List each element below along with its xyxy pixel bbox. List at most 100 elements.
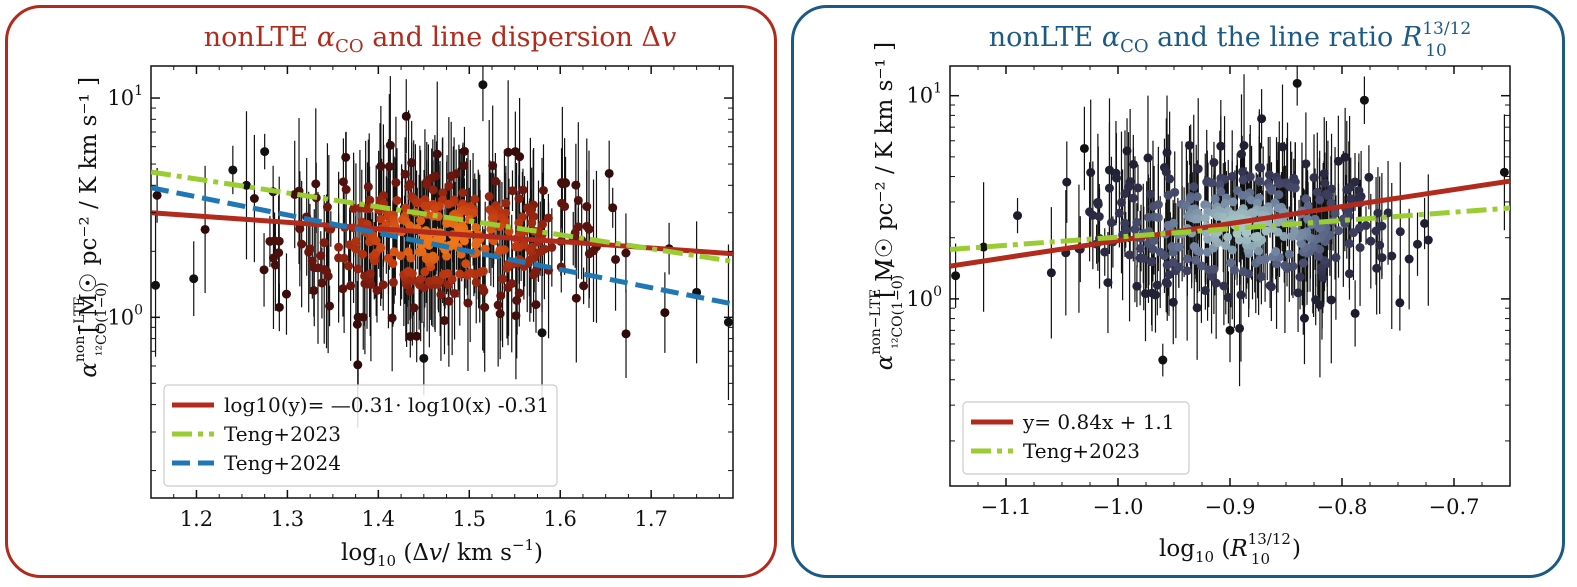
data-point [322, 202, 332, 212]
data-point [1161, 277, 1171, 287]
data-point [1323, 190, 1333, 200]
data-point [511, 242, 521, 252]
data-point [311, 179, 321, 189]
x-tick-label: −0.7 [1429, 495, 1480, 519]
data-point [1254, 176, 1264, 186]
data-point [1261, 226, 1271, 236]
y-tick-label: 101 [107, 83, 143, 110]
fit-line-0 [950, 178, 1510, 269]
data-point [305, 244, 315, 254]
data-point [358, 249, 368, 259]
data-point [543, 213, 553, 223]
data-point [228, 165, 238, 175]
data-point [444, 181, 454, 191]
data-point [189, 274, 199, 284]
data-point [1395, 298, 1405, 308]
data-point [1226, 258, 1236, 268]
data-point [442, 218, 452, 228]
data-point [1103, 278, 1113, 288]
data-point [353, 360, 363, 370]
data-point [443, 199, 453, 209]
x-tick-label: −0.8 [1317, 495, 1368, 519]
data-point [1277, 142, 1287, 152]
data-point [416, 216, 426, 226]
x-tick-label: −0.9 [1205, 495, 1256, 519]
x-tick-label: 1.2 [180, 507, 213, 531]
data-point [1122, 146, 1132, 156]
data-point [1315, 195, 1325, 205]
data-point [249, 194, 259, 204]
data-point [1196, 261, 1206, 271]
data-point [432, 149, 442, 159]
data-point [1377, 253, 1387, 263]
data-point [557, 179, 567, 189]
data-point [1290, 226, 1300, 236]
left-ylabel: αnon−LTE ¹²CO(1−0) [ M☉ pc⁻² / K km s⁻¹ ] [72, 77, 110, 378]
data-point [1280, 261, 1290, 271]
data-point [346, 281, 356, 291]
data-point [1158, 355, 1168, 365]
left-chart-layer: 1.2 1.3 1.4 1.5 1.6 1.7 100 101 log10(y)= —0.31·… [107, 66, 733, 531]
data-point [1046, 268, 1056, 278]
data-point [621, 329, 631, 339]
legend-box [163, 384, 558, 487]
legend-label: y= 0.84x + 1.1 [1022, 410, 1175, 434]
data-point [319, 264, 329, 274]
data-point [1094, 212, 1104, 222]
data-point [537, 328, 547, 338]
data-point [1093, 199, 1103, 209]
x-tick-label: −1.1 [981, 495, 1032, 519]
data-point [496, 291, 506, 301]
data-point [518, 185, 528, 195]
data-point [385, 140, 395, 150]
data-point [1235, 323, 1245, 333]
data-point [538, 185, 548, 195]
data-point [422, 180, 432, 190]
data-point [1359, 95, 1369, 105]
right-xlabel: log10 (R13/12 10) [1159, 530, 1301, 568]
data-point [400, 169, 410, 179]
data-point [1219, 281, 1229, 291]
data-point [571, 293, 581, 303]
data-point [353, 264, 363, 274]
legend-label: Teng+2023 [1023, 439, 1140, 463]
data-point [309, 286, 319, 296]
data-point [507, 279, 517, 289]
data-point [1189, 242, 1199, 252]
legend-label: log10(y)= —0.31· log10(x) -0.31 [224, 393, 549, 417]
data-point [317, 278, 327, 288]
data-point [1271, 247, 1281, 257]
data-point [547, 242, 557, 252]
data-point [472, 237, 482, 247]
data-point [412, 331, 422, 341]
data-point [1364, 172, 1374, 182]
data-point [1420, 219, 1430, 229]
data-point [535, 247, 545, 257]
data-point [1152, 280, 1162, 290]
x-tick-label: 1.7 [634, 507, 667, 531]
data-point [1387, 251, 1397, 261]
data-point [487, 213, 497, 223]
data-point [403, 266, 413, 276]
data-point [660, 308, 670, 318]
data-point [319, 238, 329, 248]
data-point [1120, 218, 1130, 228]
left-panel-frame [5, 5, 777, 578]
data-point [1163, 190, 1173, 200]
data-point [1164, 270, 1174, 280]
data-point [1223, 292, 1233, 302]
data-point [511, 311, 521, 321]
data-point [1145, 189, 1155, 199]
data-point [430, 204, 440, 214]
data-point [151, 280, 161, 290]
data-point [501, 198, 511, 208]
data-point [1256, 272, 1266, 282]
data-point [384, 162, 394, 172]
data-point [260, 147, 270, 157]
data-point [325, 301, 335, 311]
data-point [1155, 247, 1165, 257]
data-point [443, 268, 453, 278]
data-point [274, 236, 284, 246]
right-panel-frame [791, 5, 1565, 578]
fit-line-1 [950, 205, 1510, 252]
